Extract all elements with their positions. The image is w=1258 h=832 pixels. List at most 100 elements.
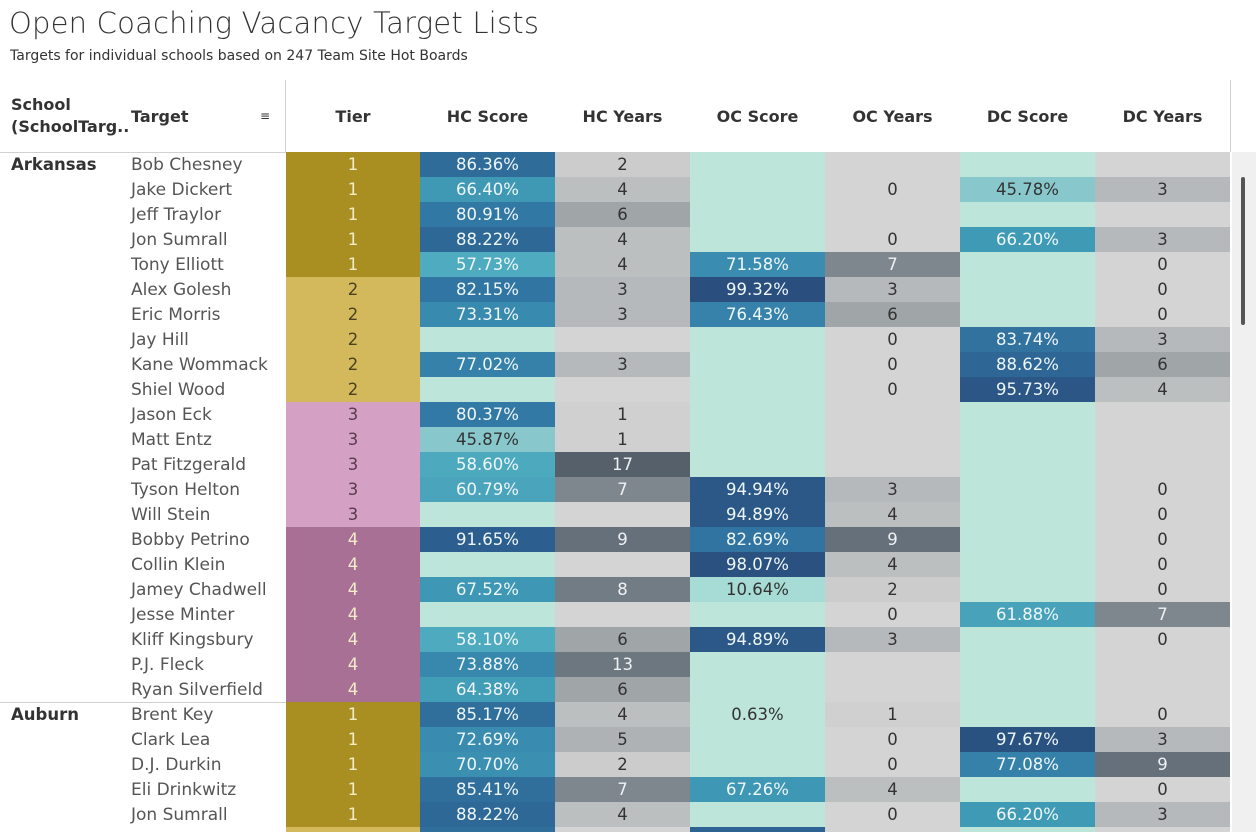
dc-years-cell: 0 bbox=[1095, 702, 1230, 727]
oc-score-cell bbox=[690, 352, 825, 377]
dc-years-cell: 0 bbox=[1095, 577, 1230, 602]
dc-score-cell bbox=[960, 252, 1095, 277]
hc-years-cell: 4 bbox=[555, 802, 690, 827]
target-name[interactable]: Matt Entz bbox=[131, 429, 212, 450]
oc-years-cell: 0 bbox=[825, 802, 960, 827]
tier-cell: 1 bbox=[286, 727, 420, 752]
table-row: Collin Klein 4 98.07% 4 0 bbox=[0, 552, 1230, 577]
dc-score-cell bbox=[960, 277, 1095, 302]
header-oc-score[interactable]: OC Score bbox=[716, 106, 799, 126]
hc-score-cell: 80.37% bbox=[420, 402, 555, 427]
target-name[interactable]: Jon Sumrall bbox=[131, 804, 228, 825]
table-row: Pat Fitzgerald 3 58.60% 17 bbox=[0, 452, 1230, 477]
dc-years-cell: 0 bbox=[1095, 777, 1230, 802]
hc-score-cell: 73.31% bbox=[420, 302, 555, 327]
oc-years-cell bbox=[825, 452, 960, 477]
dc-years-cell: 9 bbox=[1095, 752, 1230, 777]
target-name[interactable]: Jeff Traylor bbox=[131, 204, 222, 225]
oc-score-cell bbox=[690, 427, 825, 452]
table-row: Ryan Silverfield 4 64.38% 6 bbox=[0, 677, 1230, 702]
hc-score-cell: 80.91% bbox=[420, 202, 555, 227]
dc-years-cell bbox=[1095, 152, 1230, 177]
target-name[interactable]: Brent Key bbox=[131, 704, 214, 725]
target-name[interactable]: Jesse Minter bbox=[131, 604, 235, 625]
target-name[interactable]: Tyson Helton bbox=[131, 479, 241, 500]
target-name[interactable]: Shiel Wood bbox=[131, 379, 226, 400]
hc-years-cell: 4 bbox=[555, 177, 690, 202]
target-name[interactable]: Bobby Petrino bbox=[131, 529, 250, 550]
target-name[interactable]: Will Stein bbox=[131, 504, 211, 525]
tier-cell: 4 bbox=[286, 552, 420, 577]
dc-years-cell bbox=[1095, 827, 1230, 832]
oc-years-cell: 0 bbox=[825, 227, 960, 252]
hc-score-cell: 88.22% bbox=[420, 802, 555, 827]
hc-years-cell bbox=[555, 602, 690, 627]
target-name[interactable]: Eli Drinkwitz bbox=[131, 779, 237, 800]
oc-score-cell: 99.32% bbox=[690, 277, 825, 302]
table-body: Arkansas Bob Chesney 1 86.36% 2 Jake Dickert 1… bbox=[0, 152, 1230, 832]
dc-score-cell bbox=[960, 477, 1095, 502]
oc-score-cell: 10.64% bbox=[690, 577, 825, 602]
hc-years-cell: 9 bbox=[555, 527, 690, 552]
dc-years-cell: 0 bbox=[1095, 627, 1230, 652]
oc-years-cell: 0 bbox=[825, 377, 960, 402]
tier-cell: 1 bbox=[286, 227, 420, 252]
oc-score-cell bbox=[690, 752, 825, 777]
header-target[interactable]: Target bbox=[131, 106, 189, 126]
hc-score-cell: 88.22% bbox=[420, 227, 555, 252]
oc-years-cell: 0 bbox=[825, 352, 960, 377]
target-name[interactable]: Jon Sumrall bbox=[131, 229, 228, 250]
header-divider bbox=[1230, 80, 1231, 152]
header-oc-years[interactable]: OC Years bbox=[852, 106, 933, 126]
target-name[interactable]: Bob Chesney bbox=[131, 154, 243, 175]
page-title: Open Coaching Vacancy Target Lists bbox=[9, 6, 540, 40]
table-row: Matt Entz 3 45.87% 1 bbox=[0, 427, 1230, 452]
target-name[interactable]: P.J. Fleck bbox=[131, 654, 204, 675]
hc-score-cell: 60.79% bbox=[420, 477, 555, 502]
header-tier[interactable]: Tier bbox=[335, 106, 371, 126]
hc-score-cell: 82.15% bbox=[420, 277, 555, 302]
dc-score-cell bbox=[960, 777, 1095, 802]
target-name[interactable]: Clark Lea bbox=[131, 729, 211, 750]
header-school[interactable]: School (SchoolTarg.. bbox=[11, 95, 130, 136]
target-name[interactable]: Jake Dickert bbox=[131, 179, 233, 200]
header-hc-years[interactable]: HC Years bbox=[582, 106, 663, 126]
tier-cell: 3 bbox=[286, 427, 420, 452]
hc-years-cell: 1 bbox=[555, 427, 690, 452]
tier-cell: 4 bbox=[286, 577, 420, 602]
hc-score-cell bbox=[420, 827, 555, 832]
header-divider bbox=[285, 80, 286, 152]
table-row: Jon Sumrall 1 88.22% 4 0 66.20% 3 bbox=[0, 227, 1230, 252]
target-name[interactable]: Jamey Chadwell bbox=[131, 579, 267, 600]
target-name[interactable]: Collin Klein bbox=[131, 554, 226, 575]
header-dc-years[interactable]: DC Years bbox=[1122, 106, 1203, 126]
target-name[interactable]: Jay Hill bbox=[131, 329, 189, 350]
target-name[interactable]: Kliff Kingsbury bbox=[131, 629, 254, 650]
target-name[interactable]: Eric Morris bbox=[131, 304, 221, 325]
oc-years-cell: 6 bbox=[825, 302, 960, 327]
dc-years-cell: 0 bbox=[1095, 477, 1230, 502]
target-name[interactable]: Kane Wommack bbox=[131, 354, 268, 375]
target-name[interactable]: D.J. Durkin bbox=[131, 754, 222, 775]
oc-years-cell: 2 bbox=[825, 577, 960, 602]
target-name[interactable]: Pat Fitzgerald bbox=[131, 454, 246, 475]
hc-years-cell: 3 bbox=[555, 352, 690, 377]
scrollbar-thumb[interactable] bbox=[1241, 177, 1245, 325]
target-name[interactable]: Jason Eck bbox=[131, 404, 212, 425]
oc-years-cell: 0 bbox=[825, 327, 960, 352]
oc-years-cell bbox=[825, 427, 960, 452]
table-row: P.J. Fleck 4 73.88% 13 bbox=[0, 652, 1230, 677]
target-name[interactable]: Alex Golesh bbox=[131, 279, 232, 300]
hc-years-cell bbox=[555, 552, 690, 577]
table-row: Jamey Chadwell 4 67.52% 8 10.64% 2 0 bbox=[0, 577, 1230, 602]
target-name[interactable]: Tony Elliott bbox=[131, 254, 224, 275]
tier-cell: 4 bbox=[286, 677, 420, 702]
target-name[interactable]: Ryan Silverfield bbox=[131, 679, 263, 700]
sort-descending-icon[interactable]: ≡ bbox=[259, 109, 271, 123]
dc-years-cell: 3 bbox=[1095, 227, 1230, 252]
header-hc-score[interactable]: HC Score bbox=[446, 106, 529, 126]
oc-years-cell: 4 bbox=[825, 777, 960, 802]
hc-score-cell: 86.36% bbox=[420, 152, 555, 177]
header-dc-score[interactable]: DC Score bbox=[986, 106, 1069, 126]
hc-score-cell: 67.52% bbox=[420, 577, 555, 602]
